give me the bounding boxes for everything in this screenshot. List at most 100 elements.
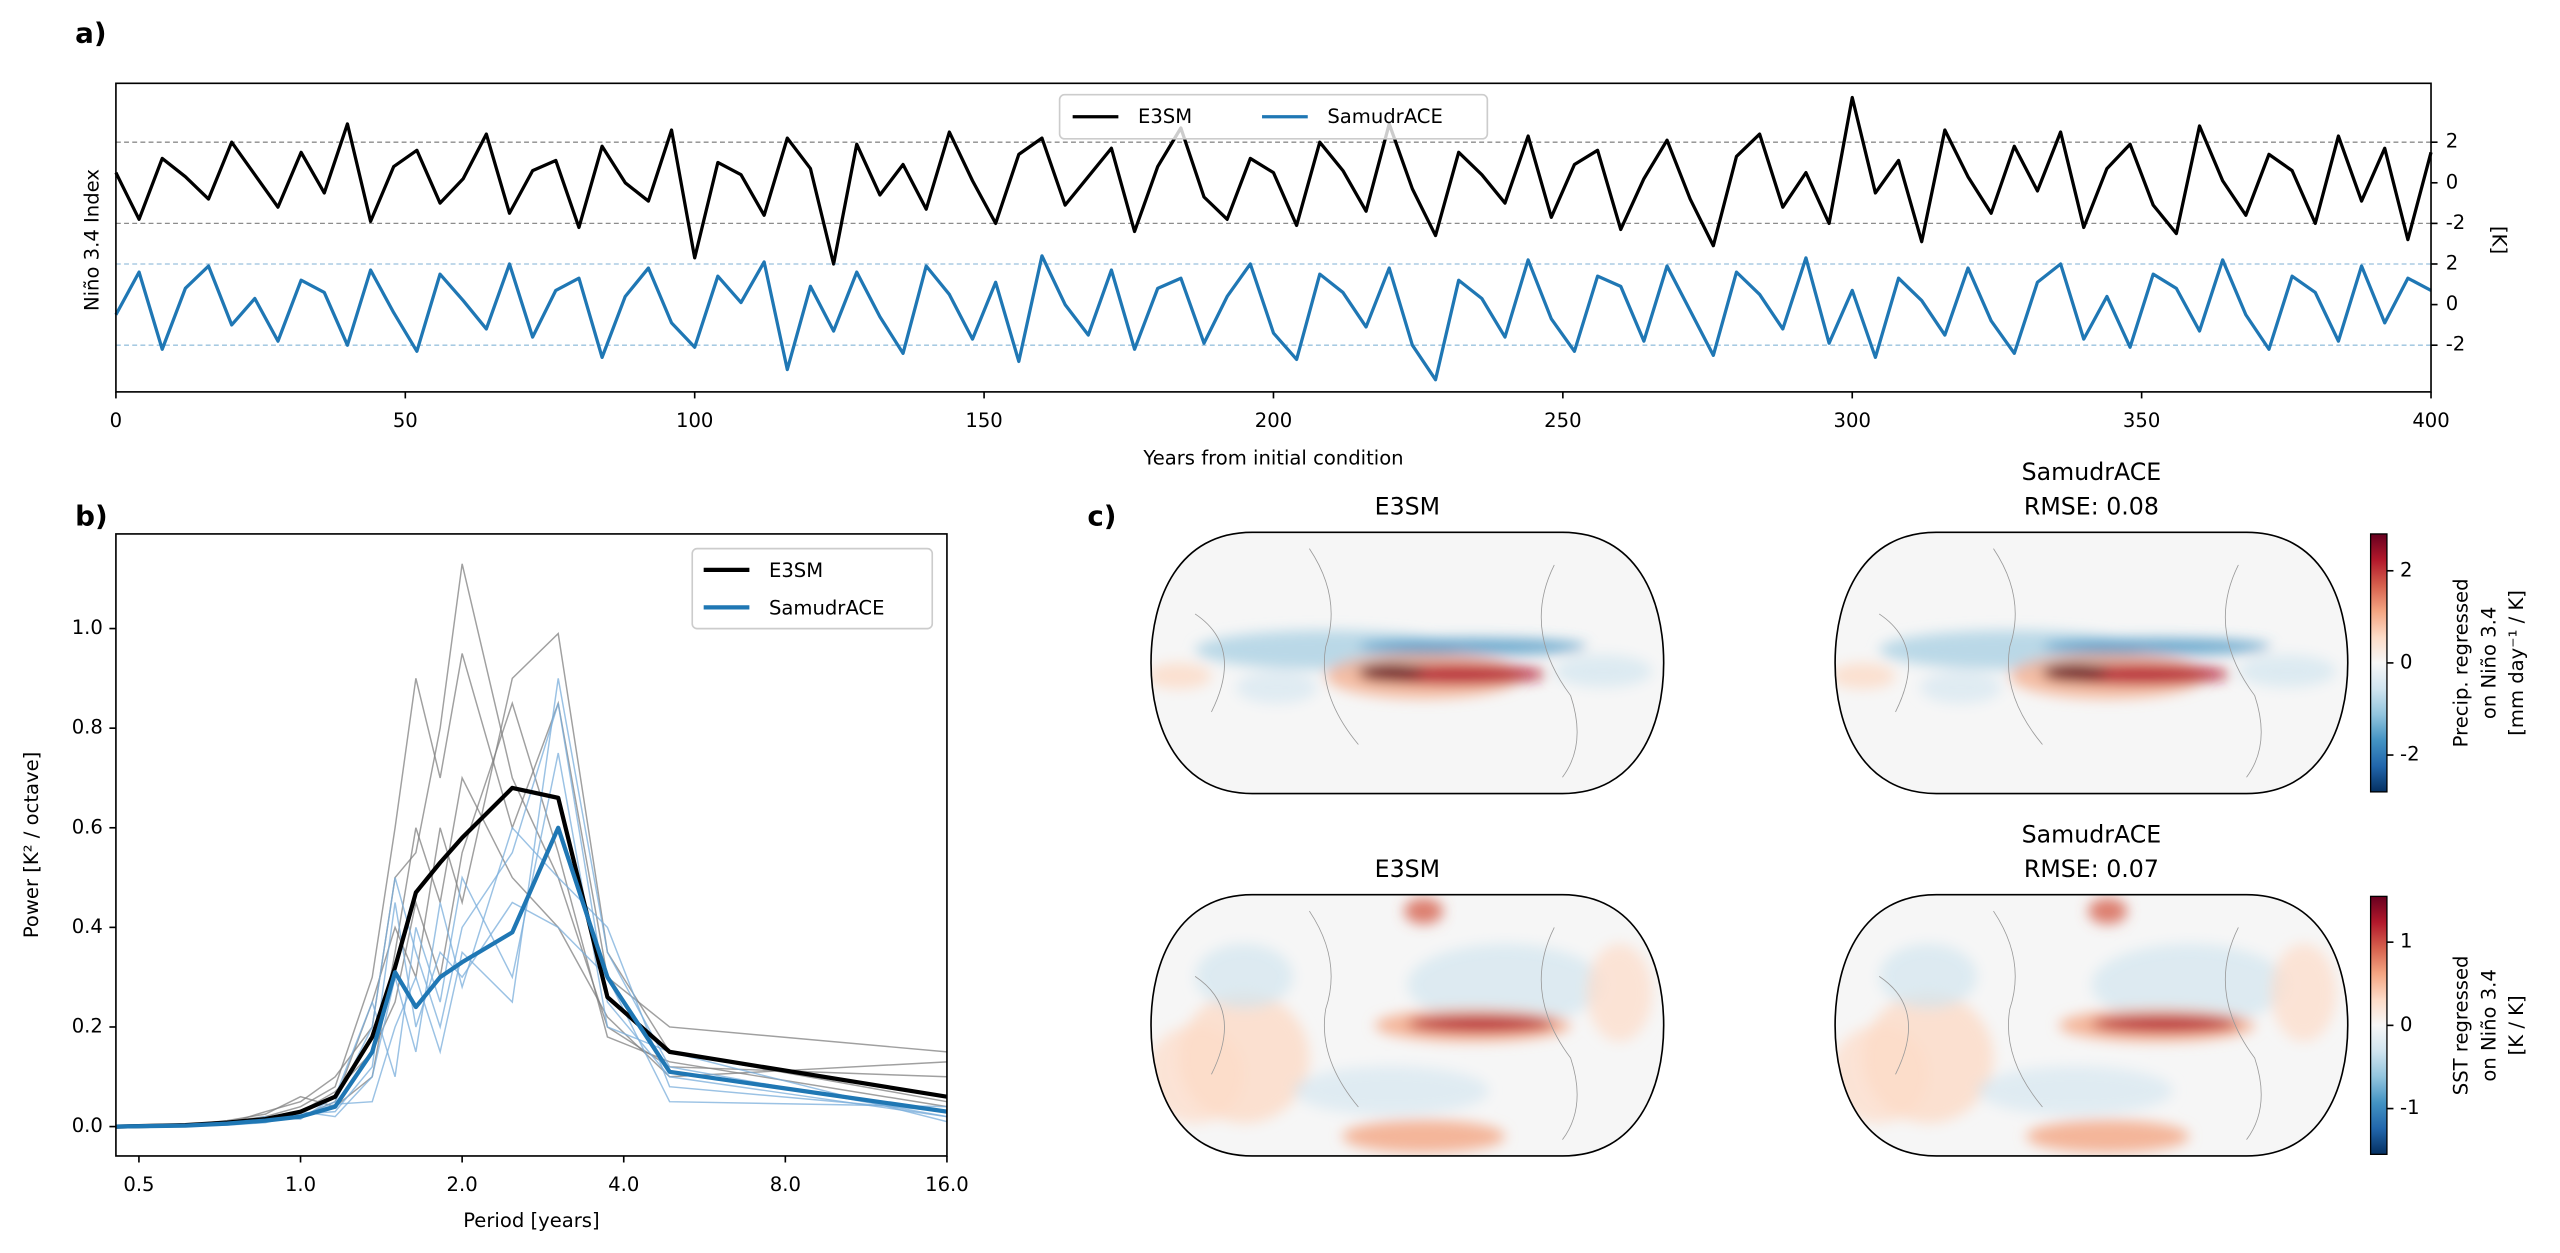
- map-anomaly: [1586, 943, 1653, 1042]
- colorbar-tick-label: -1: [2400, 1096, 2420, 1119]
- coastline: [1194, 910, 1578, 1140]
- map-title: SamudrACE: [2022, 458, 2162, 486]
- y-tick-label: 0.8: [72, 716, 103, 739]
- series-line: [115, 785, 947, 1129]
- panel-label: b): [75, 500, 108, 533]
- x-tick-label: 350: [2123, 409, 2160, 432]
- x-tick-label: 0: [110, 409, 122, 432]
- y-tick-label: 2: [2446, 251, 2458, 274]
- map-title: RMSE: 0.07: [2024, 855, 2159, 883]
- x-tick-label: 250: [1544, 409, 1581, 432]
- map-anomaly: [1920, 671, 2002, 704]
- x-tick-label: 16.0: [925, 1173, 969, 1196]
- y-tick-label: 0: [2446, 292, 2458, 315]
- colorbar-tick-label: 0: [2400, 650, 2412, 673]
- y-tick-label: 0.4: [72, 915, 103, 938]
- x-tick-label: 200: [1255, 409, 1292, 432]
- map: [1151, 532, 1664, 794]
- y2-axis-label: [K]: [2487, 226, 2510, 254]
- coastline: [1878, 548, 2262, 778]
- colorbar: [2369, 533, 2388, 793]
- y-tick-label: 2: [2446, 130, 2458, 153]
- map-anomaly: [2238, 654, 2337, 688]
- colorbar-tick-label: 2: [2400, 558, 2412, 581]
- map-shading: [1151, 898, 1653, 1153]
- ensemble-line: [115, 700, 947, 1128]
- map-anomaly: [1358, 638, 1587, 655]
- colorbar-tick-label: 1: [2400, 930, 2412, 953]
- map-anomaly: [2042, 638, 2272, 655]
- map-anomaly: [1835, 1025, 1929, 1124]
- legend-box: [691, 547, 934, 630]
- legend-label: E3SM: [1138, 105, 1192, 128]
- map-anomaly: [1404, 898, 1444, 925]
- x-tick-label: 8.0: [770, 1173, 801, 1196]
- map-title: E3SM: [1375, 492, 1440, 520]
- panel-label: a): [75, 16, 106, 49]
- y-axis-label: Power [K² / octave]: [20, 752, 43, 938]
- map-title: SamudrACE: [2022, 820, 2162, 848]
- map-anomaly: [1151, 1025, 1245, 1124]
- ensemble-line: [115, 775, 947, 1128]
- x-axis-label: Period [years]: [463, 1209, 599, 1232]
- x-tick-label: 400: [2412, 409, 2449, 432]
- map-anomaly: [2271, 943, 2337, 1042]
- y-tick-label: 0.6: [72, 815, 103, 838]
- colorbar-label: [K / K]: [2505, 995, 2528, 1055]
- x-tick-label: 4.0: [608, 1173, 639, 1196]
- ensemble-line: [115, 678, 947, 1128]
- colorbar-tick-label: -2: [2400, 743, 2420, 766]
- series-line: [114, 95, 2433, 266]
- map: [1835, 532, 2348, 794]
- map-outline: [1834, 531, 2349, 795]
- map-anomaly: [1835, 662, 1896, 690]
- colorbar-label: [mm day⁻¹ / K]: [2505, 590, 2528, 736]
- x-tick-label: 50: [393, 409, 418, 432]
- ensemble-line: [115, 826, 947, 1128]
- x-tick-label: 300: [1834, 409, 1871, 432]
- map-anomaly: [1407, 1015, 1555, 1032]
- y-tick-label: 0.2: [72, 1014, 103, 1037]
- plot-frame: [115, 533, 948, 1157]
- x-tick-label: 2.0: [447, 1173, 478, 1196]
- legend-label: SamudrACE: [1327, 105, 1442, 128]
- map-title: RMSE: 0.08: [2024, 492, 2159, 520]
- colorbar-label: on Niño 3.4: [2477, 969, 2500, 1081]
- coastline: [1878, 910, 2262, 1140]
- colorbar-label: Precip. regressed: [2450, 578, 2473, 747]
- x-axis-label: Years from initial condition: [1142, 446, 1403, 469]
- map-outline: [1834, 893, 2349, 1157]
- colorbar-label: SST regressed: [2450, 956, 2473, 1096]
- ensemble-line: [115, 563, 947, 1128]
- x-tick-label: 1.0: [285, 1173, 316, 1196]
- map-anomaly: [1342, 1120, 1506, 1153]
- map-anomaly: [1151, 662, 1212, 690]
- coastline: [1194, 548, 1578, 778]
- x-tick-label: 100: [676, 409, 713, 432]
- colorbar: [2369, 895, 2388, 1155]
- map-anomaly: [2091, 1015, 2239, 1032]
- map-anomaly: [1554, 654, 1653, 688]
- map-outline: [1150, 531, 1665, 795]
- map-anomaly: [1235, 671, 1318, 704]
- map-shading: [1151, 630, 1653, 704]
- map-anomaly: [1977, 1066, 2174, 1116]
- x-tick-label: 150: [965, 409, 1002, 432]
- map: [1835, 894, 2348, 1156]
- y-tick-label: 1.0: [72, 616, 103, 639]
- plot-area: [115, 563, 947, 1129]
- map-anomaly: [1293, 1066, 1489, 1116]
- map-shading: [1835, 898, 2337, 1153]
- map-anomaly: [2091, 943, 2288, 1026]
- y-tick-label: 0.0: [72, 1114, 103, 1137]
- colorbar-tick-label: 0: [2400, 1013, 2412, 1036]
- panel-label: c): [1087, 500, 1116, 533]
- legend-label: SamudrACE: [769, 597, 884, 620]
- map-anomaly: [1358, 664, 1424, 681]
- map-anomaly: [1407, 943, 1604, 1026]
- y-tick-label: 0: [2446, 170, 2458, 193]
- y-tick-label: -2: [2446, 211, 2466, 234]
- map-anomaly: [2026, 1120, 2190, 1153]
- map-shading: [1835, 630, 2337, 704]
